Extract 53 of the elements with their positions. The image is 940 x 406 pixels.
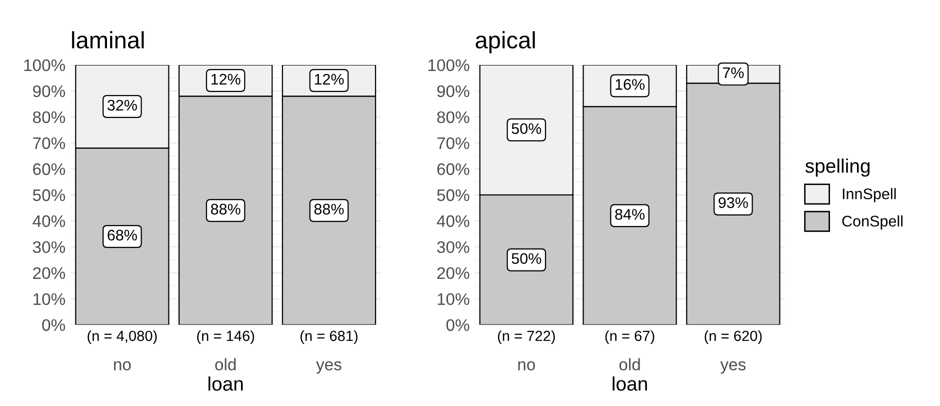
x-tick-label: old (619, 358, 640, 370)
y-tick-label: 50% (437, 189, 470, 202)
y-tick-label: 70% (437, 137, 470, 150)
y-tick-label: 40% (32, 215, 66, 228)
data-label: 50% (512, 123, 542, 134)
data-label: 88% (314, 204, 344, 215)
annotation: (n = 722) (498, 330, 555, 344)
y-tick-label: 50% (32, 189, 66, 202)
y-tick-label: 70% (33, 137, 66, 150)
data-label: 84% (615, 208, 645, 220)
annotation: (n = 146) (197, 330, 254, 344)
y-tick-label: 20% (33, 267, 66, 280)
legend-label: ConSpell (842, 215, 902, 230)
y-tick-label: 0% (446, 319, 470, 332)
data-label: 50% (512, 253, 542, 264)
y-tick-label: 0% (42, 319, 66, 332)
data-label: 32% (107, 100, 137, 111)
legend-label: InnSpell (842, 188, 896, 202)
y-tick-label: 40% (436, 215, 470, 228)
y-tick-label: 10% (34, 293, 66, 306)
annotation: (n = 620) (704, 330, 762, 344)
y-tick-label: 80% (437, 111, 470, 124)
data-label: 16% (616, 79, 645, 90)
data-label: 68% (108, 230, 137, 241)
y-tick-label: 90% (33, 85, 66, 98)
x-axis-title: loan (208, 376, 243, 391)
x-tick-label: no (518, 361, 535, 370)
x-tick-label: yes (316, 361, 342, 374)
data-label: 7% (722, 67, 744, 78)
chart-title: laminal (72, 31, 144, 49)
y-tick-label: 90% (437, 85, 470, 98)
y-tick-label: 20% (437, 267, 470, 280)
data-label: 12% (211, 74, 240, 85)
chart-title: apical (476, 31, 535, 54)
x-tick-label: old (215, 358, 236, 370)
y-tick-label: 30% (32, 241, 66, 254)
data-label: 93% (718, 197, 748, 208)
y-tick-label: 10% (438, 293, 470, 306)
data-label: 12% (314, 74, 344, 85)
y-tick-label: 60% (33, 163, 66, 176)
annotation: (n = 67) (605, 330, 654, 344)
y-tick-label: 80% (33, 111, 66, 124)
data-label: 88% (210, 204, 240, 215)
y-tick-label: 100% (428, 59, 470, 72)
legend-title: spelling (805, 158, 870, 177)
y-tick-label: 30% (437, 241, 470, 254)
x-tick-label: yes (720, 361, 746, 374)
x-axis-title: loan (612, 376, 647, 391)
y-tick-label: 60% (437, 163, 470, 176)
y-tick-label: 100% (24, 59, 66, 72)
x-tick-label: no (114, 361, 131, 370)
annotation: (n = 4,080) (88, 330, 157, 344)
annotation: (n = 681) (300, 330, 358, 344)
